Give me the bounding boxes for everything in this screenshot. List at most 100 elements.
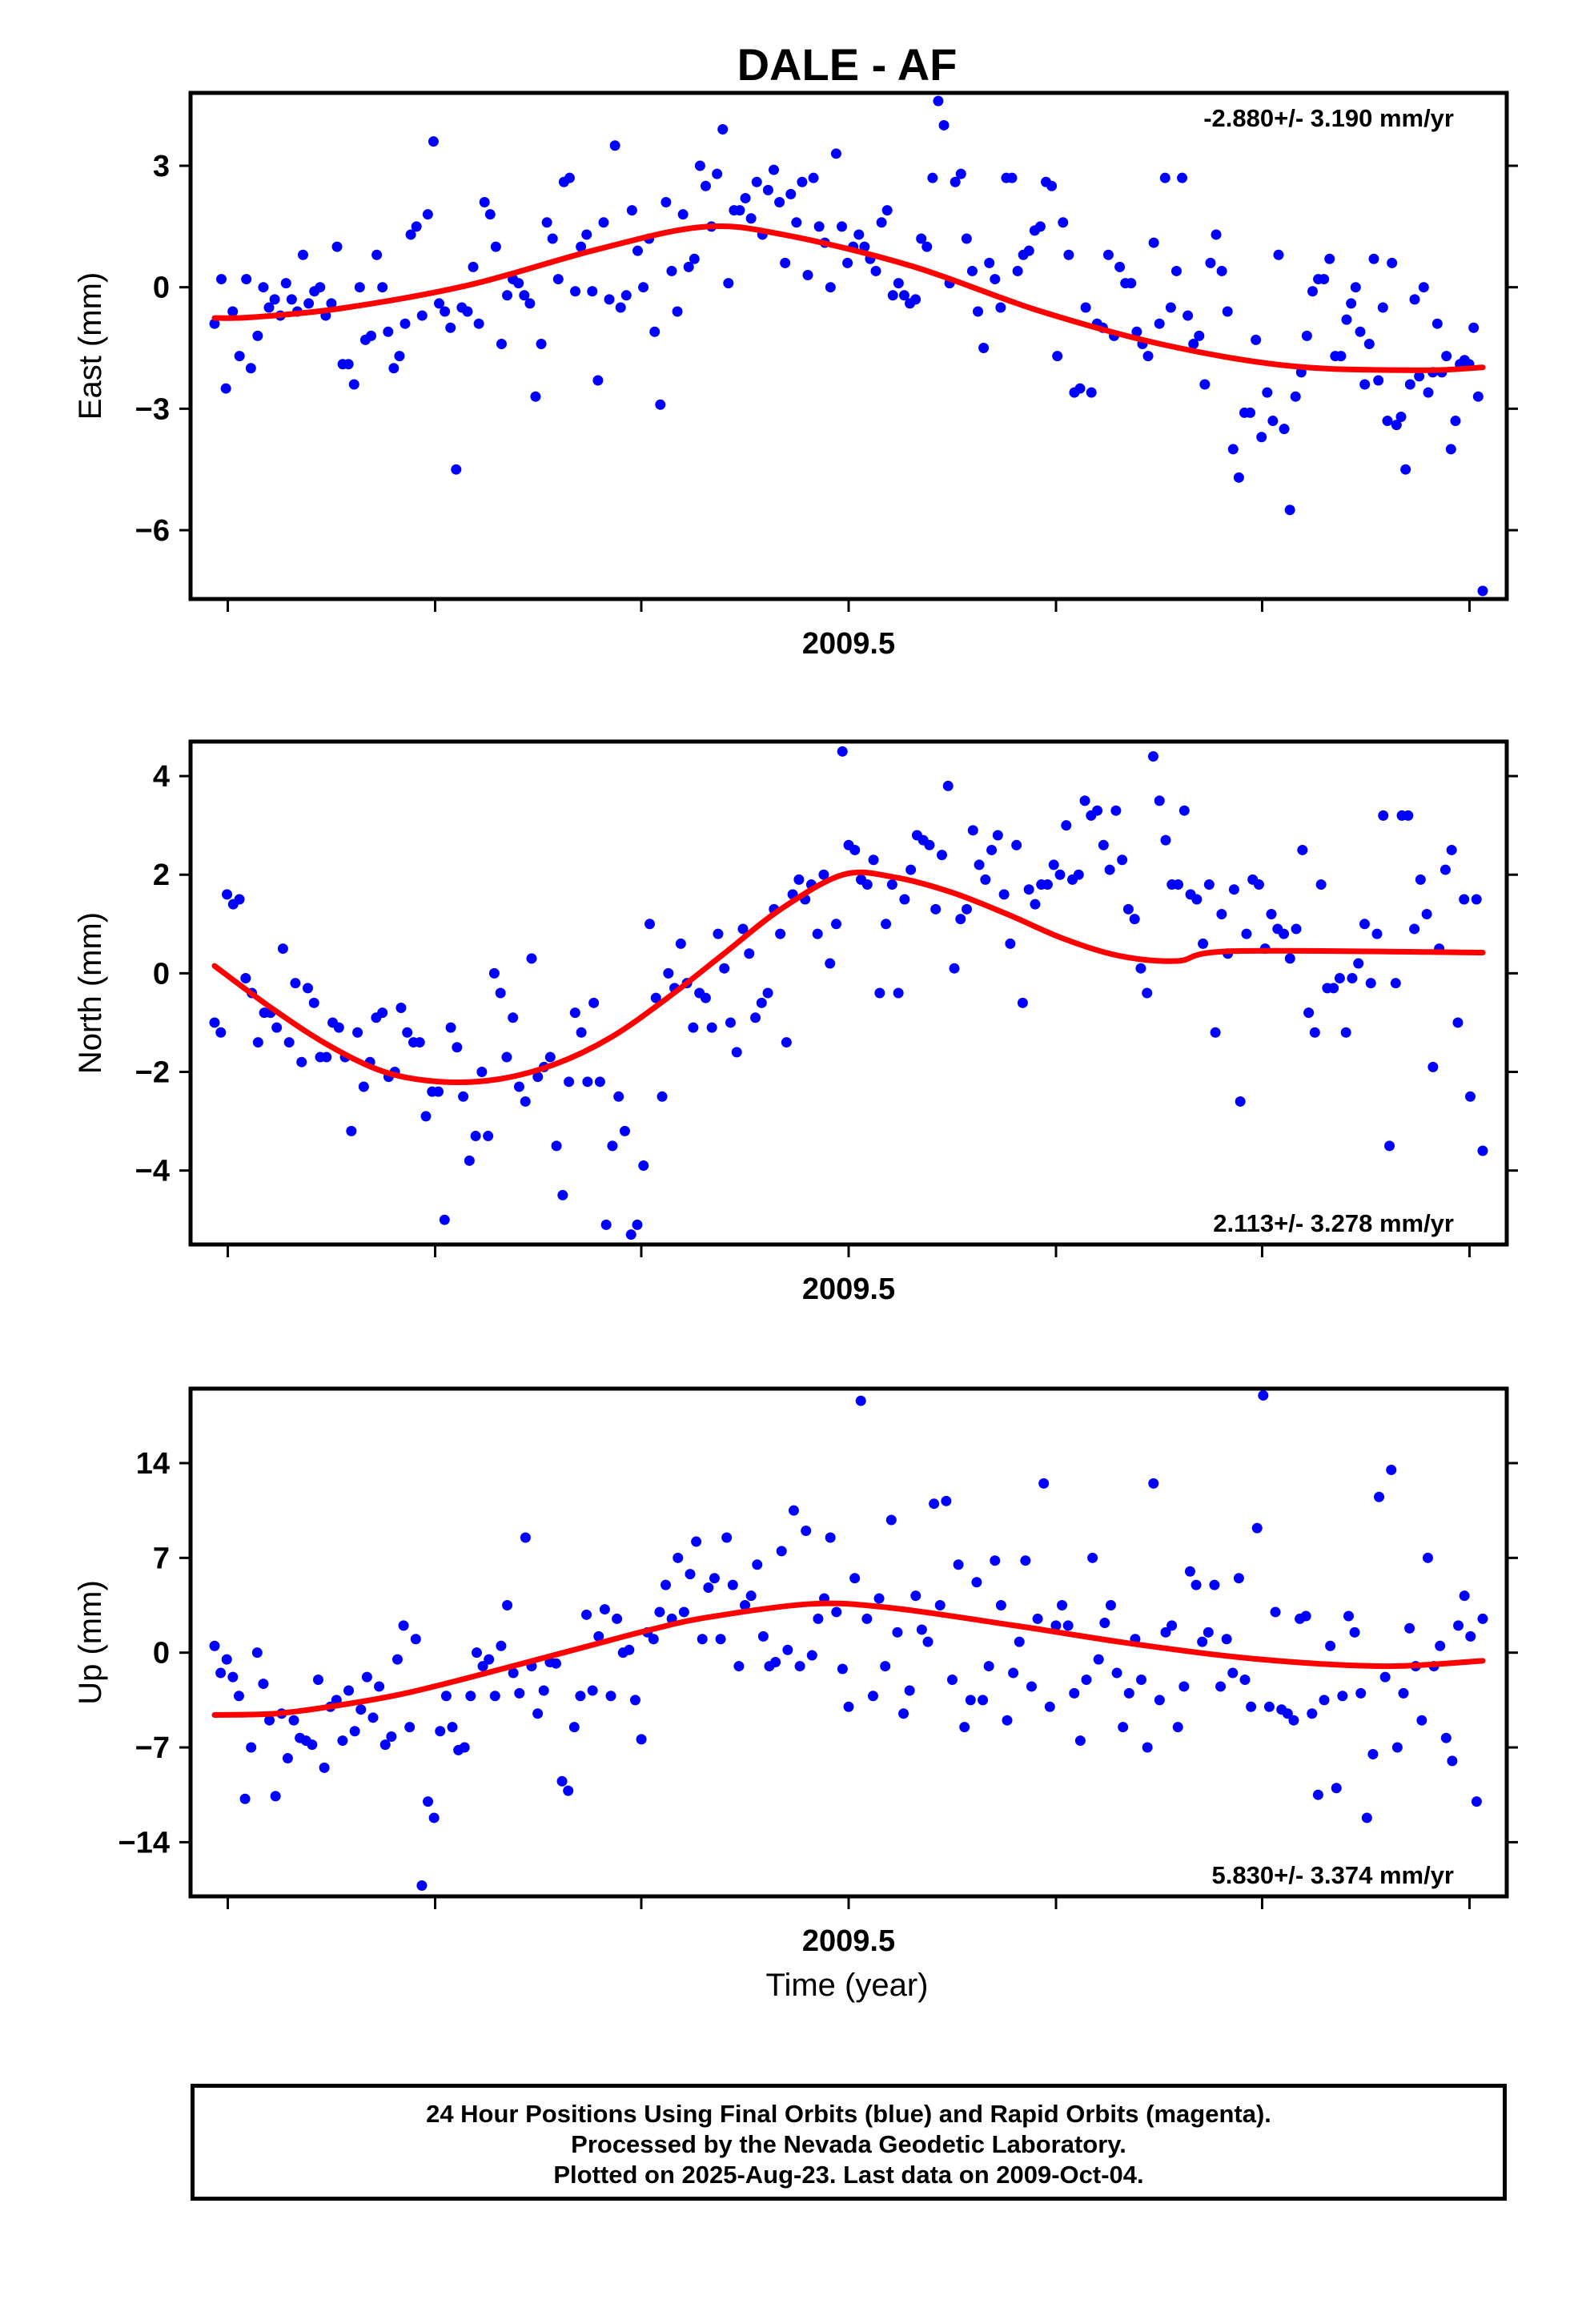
data-point	[808, 172, 819, 183]
data-point	[812, 928, 823, 939]
data-point	[934, 1600, 946, 1611]
data-point	[870, 265, 881, 276]
data-point	[1445, 444, 1456, 455]
data-point	[1011, 839, 1022, 850]
data-point	[1079, 795, 1090, 806]
data-point	[745, 213, 757, 224]
data-point	[598, 217, 609, 228]
data-point	[496, 1640, 507, 1651]
data-point	[258, 1679, 269, 1690]
panel-up: 14 7 0 −7 −14 2009.5 Up (mm) 5.830+/- 3.374 mm/…	[73, 1386, 1518, 1958]
data-point	[1166, 1620, 1178, 1631]
data-point	[462, 306, 473, 317]
data-point	[1165, 302, 1176, 313]
data-point	[654, 1606, 665, 1618]
data-point	[1373, 375, 1384, 386]
y-axis-label: North (mm)	[73, 912, 108, 1074]
data-point	[700, 180, 711, 191]
data-point	[620, 290, 632, 301]
data-point	[613, 1091, 624, 1102]
data-point	[1154, 795, 1165, 806]
data-point	[723, 278, 734, 289]
data-point	[416, 310, 428, 321]
data-point	[400, 318, 411, 329]
data-point	[1404, 379, 1415, 390]
data-point	[312, 1674, 323, 1685]
data-point	[1307, 1708, 1318, 1719]
data-point	[536, 338, 547, 349]
data-point	[775, 928, 786, 939]
data-point	[496, 338, 507, 349]
caption-line-1: 24 Hour Positions Using Final Orbits (bl…	[426, 2100, 1271, 2128]
data-point	[383, 326, 394, 337]
data-point	[222, 889, 233, 900]
data-point	[892, 1626, 903, 1638]
data-point	[240, 973, 251, 984]
data-point	[1447, 1755, 1458, 1767]
data-point	[1374, 1491, 1385, 1502]
data-point	[1203, 1626, 1214, 1638]
data-point	[1227, 444, 1239, 455]
data-point	[1414, 371, 1425, 382]
data-point	[252, 330, 263, 341]
data-point	[209, 1017, 220, 1028]
data-point	[564, 172, 575, 183]
data-point	[806, 1650, 817, 1661]
data-point	[1026, 1681, 1037, 1692]
panel-east: 3 0 −3 −6 2009.5 East (mm) -2.880+/- 3.190 mm/…	[73, 90, 1518, 661]
data-point	[984, 257, 995, 268]
data-point	[227, 306, 239, 317]
y-tick-label: 0	[153, 1637, 170, 1671]
data-point	[1046, 180, 1058, 191]
data-point	[1347, 973, 1358, 984]
data-point	[526, 953, 537, 964]
data-point	[885, 1514, 897, 1526]
panel-north: 4 2 0 −2 −4 2009.5 North (mm) 2.113+/- 3.278 mm…	[73, 739, 1518, 1306]
data-point	[1284, 953, 1295, 964]
data-point	[502, 290, 513, 301]
data-point	[490, 241, 501, 252]
data-point	[624, 1644, 635, 1655]
data-point	[371, 249, 383, 260]
data-point	[1008, 1667, 1019, 1679]
y-tick-label: 0	[153, 271, 170, 305]
data-point	[1102, 249, 1114, 260]
data-point	[632, 245, 643, 256]
data-point	[1452, 1017, 1464, 1028]
data-point	[849, 1573, 861, 1584]
data-point	[280, 278, 291, 289]
data-point	[1093, 1654, 1104, 1665]
data-point	[414, 1037, 425, 1048]
data-point	[575, 1691, 586, 1702]
data-point	[394, 351, 405, 362]
data-point	[386, 1731, 397, 1743]
data-point	[955, 914, 966, 925]
data-point	[473, 318, 484, 329]
data-point	[1110, 805, 1122, 816]
data-point	[1178, 1681, 1190, 1692]
data-point	[1384, 1140, 1395, 1152]
data-point	[744, 948, 755, 959]
data-point	[282, 1753, 293, 1764]
data-point	[941, 1495, 952, 1506]
data-point	[830, 919, 841, 930]
data-point	[451, 464, 462, 475]
data-point	[410, 1634, 421, 1645]
data-point	[689, 253, 700, 264]
data-point	[246, 1742, 257, 1753]
data-point	[1279, 928, 1290, 939]
data-point	[1177, 172, 1188, 183]
data-point	[880, 1661, 891, 1672]
data-point	[483, 1131, 494, 1142]
data-point	[422, 209, 433, 220]
data-point	[352, 1027, 363, 1038]
data-point	[592, 375, 604, 386]
data-point	[343, 1685, 355, 1696]
data-point	[1279, 424, 1290, 435]
data-point	[234, 894, 245, 905]
y-axis-label: East (mm)	[73, 272, 108, 420]
data-point	[1391, 1742, 1403, 1753]
data-point	[1379, 1671, 1391, 1683]
data-point	[251, 1647, 263, 1659]
data-point	[898, 1708, 909, 1719]
